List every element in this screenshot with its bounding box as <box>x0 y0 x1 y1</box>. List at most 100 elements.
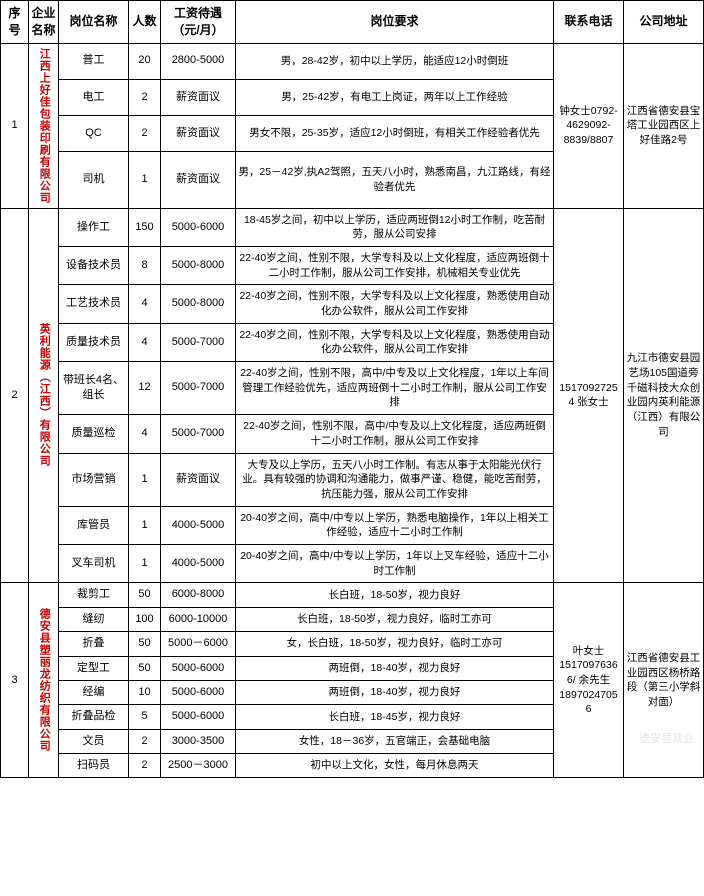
cell-job-title: 操作工 <box>59 208 129 246</box>
cell-job-title: 司机 <box>59 151 129 208</box>
cell-telephone: 钟女士0792-4629092-8839/8807 <box>554 43 624 208</box>
cell-seq: 2 <box>1 208 29 583</box>
cell-requirement: 20-40岁之间，高中/中专以上学历，1年以上叉车经验，适应十二小时工作制 <box>236 544 554 582</box>
cell-job-title: 经编 <box>59 680 129 704</box>
cell-requirement: 长白班，18-50岁，视力良好 <box>236 583 554 607</box>
cell-salary: 4000-5000 <box>161 544 236 582</box>
cell-salary: 5000－6000 <box>161 632 236 656</box>
cell-company: 德安县塑丽龙纺织有限公司 <box>29 583 59 778</box>
col-addr: 公司地址 <box>624 1 704 44</box>
cell-address: 江西省德安县工业园西区杨桥路段（第三小学斜对面） <box>624 583 704 778</box>
cell-count: 1 <box>129 453 161 506</box>
cell-count: 4 <box>129 285 161 323</box>
cell-salary: 6000-10000 <box>161 607 236 631</box>
col-job: 岗位名称 <box>59 1 129 44</box>
cell-salary: 5000-8000 <box>161 246 236 284</box>
cell-telephone: 1517092725 4 张女士 <box>554 208 624 583</box>
cell-count: 1 <box>129 544 161 582</box>
cell-count: 1 <box>129 151 161 208</box>
cell-count: 5 <box>129 705 161 729</box>
cell-salary: 5000-7000 <box>161 323 236 361</box>
cell-count: 8 <box>129 246 161 284</box>
job-listing-table: 序号 企业名称 岗位名称 人数 工资待遇（元/月） 岗位要求 联系电话 公司地址… <box>0 0 704 778</box>
cell-salary: 5000-7000 <box>161 415 236 453</box>
cell-requirement: 女，长白班，18-50岁，视力良好，临时工亦可 <box>236 632 554 656</box>
cell-requirement: 18-45岁之间，初中以上学历，适应两班倒12小时工作制，吃苦耐劳，服从公司安排 <box>236 208 554 246</box>
cell-requirement: 22-40岁之间，性别不限，大学专科及以上文化程度，熟悉使用自动化办公软件，服从… <box>236 285 554 323</box>
cell-job-title: 设备技术员 <box>59 246 129 284</box>
cell-salary: 6000-8000 <box>161 583 236 607</box>
cell-seq: 1 <box>1 43 29 208</box>
cell-requirement: 长白班，18-50岁，视力良好，临时工亦可 <box>236 607 554 631</box>
col-req: 岗位要求 <box>236 1 554 44</box>
cell-salary: 5000-6000 <box>161 656 236 680</box>
cell-requirement: 男，25-42岁，有电工上岗证，两年以上工作经验 <box>236 79 554 115</box>
cell-job-title: 质量技术员 <box>59 323 129 361</box>
cell-salary: 薪资面议 <box>161 79 236 115</box>
col-seq: 序号 <box>1 1 29 44</box>
table-row: 1江西上好佳包装印刷有限公司普工202800-5000男，28-42岁，初中以上… <box>1 43 704 79</box>
cell-job-title: 定型工 <box>59 656 129 680</box>
cell-salary: 薪资面议 <box>161 115 236 151</box>
cell-salary: 5000-6000 <box>161 208 236 246</box>
cell-requirement: 长白班，18-45岁，视力良好 <box>236 705 554 729</box>
col-company: 企业名称 <box>29 1 59 44</box>
cell-job-title: 质量巡检 <box>59 415 129 453</box>
col-count: 人数 <box>129 1 161 44</box>
cell-count: 50 <box>129 656 161 680</box>
cell-count: 50 <box>129 632 161 656</box>
cell-count: 20 <box>129 43 161 79</box>
cell-count: 100 <box>129 607 161 631</box>
cell-count: 1 <box>129 506 161 544</box>
cell-requirement: 初中以上文化，女性，每月休息两天 <box>236 754 554 778</box>
cell-salary: 薪资面议 <box>161 151 236 208</box>
cell-job-title: 折叠品检 <box>59 705 129 729</box>
cell-requirement: 两班倒，18-40岁，视力良好 <box>236 656 554 680</box>
col-salary: 工资待遇（元/月） <box>161 1 236 44</box>
cell-salary: 5000-8000 <box>161 285 236 323</box>
table-row: 2英利能源（江西）有限公司操作工1505000-600018-45岁之间，初中以… <box>1 208 704 246</box>
cell-job-title: 文员 <box>59 729 129 753</box>
cell-salary: 2800-5000 <box>161 43 236 79</box>
cell-requirement: 女性，18－36岁，五官端正，会基础电脑 <box>236 729 554 753</box>
cell-salary: 薪资面议 <box>161 453 236 506</box>
cell-telephone: 叶女士1517097636 6/ 余先生1897024705 6 <box>554 583 624 778</box>
cell-salary: 4000-5000 <box>161 506 236 544</box>
cell-salary: 5000-7000 <box>161 362 236 415</box>
cell-job-title: 裁剪工 <box>59 583 129 607</box>
cell-count: 4 <box>129 415 161 453</box>
cell-requirement: 22-40岁之间，性别不限，大学专科及以上文化程度，熟悉使用自动化办公软件，服从… <box>236 323 554 361</box>
cell-job-title: 工艺技术员 <box>59 285 129 323</box>
cell-count: 2 <box>129 79 161 115</box>
cell-requirement: 男女不限，25-35岁，适应12小时倒班，有相关工作经验者优先 <box>236 115 554 151</box>
cell-count: 12 <box>129 362 161 415</box>
cell-count: 4 <box>129 323 161 361</box>
cell-salary: 3000-3500 <box>161 729 236 753</box>
cell-count: 2 <box>129 729 161 753</box>
cell-address: 江西省德安县宝塔工业园西区上好佳路2号 <box>624 43 704 208</box>
cell-salary: 2500－3000 <box>161 754 236 778</box>
cell-job-title: 扫码员 <box>59 754 129 778</box>
cell-job-title: 缝纫 <box>59 607 129 631</box>
cell-count: 50 <box>129 583 161 607</box>
cell-salary: 5000-6000 <box>161 705 236 729</box>
cell-job-title: 带班长4名、组长 <box>59 362 129 415</box>
cell-job-title: 电工 <box>59 79 129 115</box>
cell-requirement: 大专及以上学历，五天八小时工作制。有志从事于太阳能光伏行业。具有较强的协调和沟通… <box>236 453 554 506</box>
cell-company: 英利能源（江西）有限公司 <box>29 208 59 583</box>
watermark: 德安县就业 <box>639 730 694 746</box>
cell-requirement: 20-40岁之间，高中/中专以上学历，熟悉电脑操作，1年以上相关工作经验，适应十… <box>236 506 554 544</box>
cell-job-title: QC <box>59 115 129 151</box>
cell-count: 2 <box>129 754 161 778</box>
cell-requirement: 男，25－42岁,执A2驾照，五天八小时，熟悉南昌，九江路线，有经验者优先 <box>236 151 554 208</box>
table-row: 3德安县塑丽龙纺织有限公司裁剪工506000-8000长白班，18-50岁，视力… <box>1 583 704 607</box>
cell-requirement: 22-40岁之间，性别不限，大学专科及以上文化程度，适应两班倒十二小时工作制，服… <box>236 246 554 284</box>
cell-job-title: 市场营销 <box>59 453 129 506</box>
cell-salary: 5000-6000 <box>161 680 236 704</box>
cell-job-title: 普工 <box>59 43 129 79</box>
cell-job-title: 叉车司机 <box>59 544 129 582</box>
cell-requirement: 两班倒，18-40岁，视力良好 <box>236 680 554 704</box>
cell-count: 2 <box>129 115 161 151</box>
cell-address: 九江市德安县园艺场105国道旁千磁科技大众创业园内英利能源（江西）有限公司 <box>624 208 704 583</box>
cell-requirement: 22-40岁之间，性别不限，高中/中专及以上文化程度，适应两班倒十二小时工作制，… <box>236 415 554 453</box>
